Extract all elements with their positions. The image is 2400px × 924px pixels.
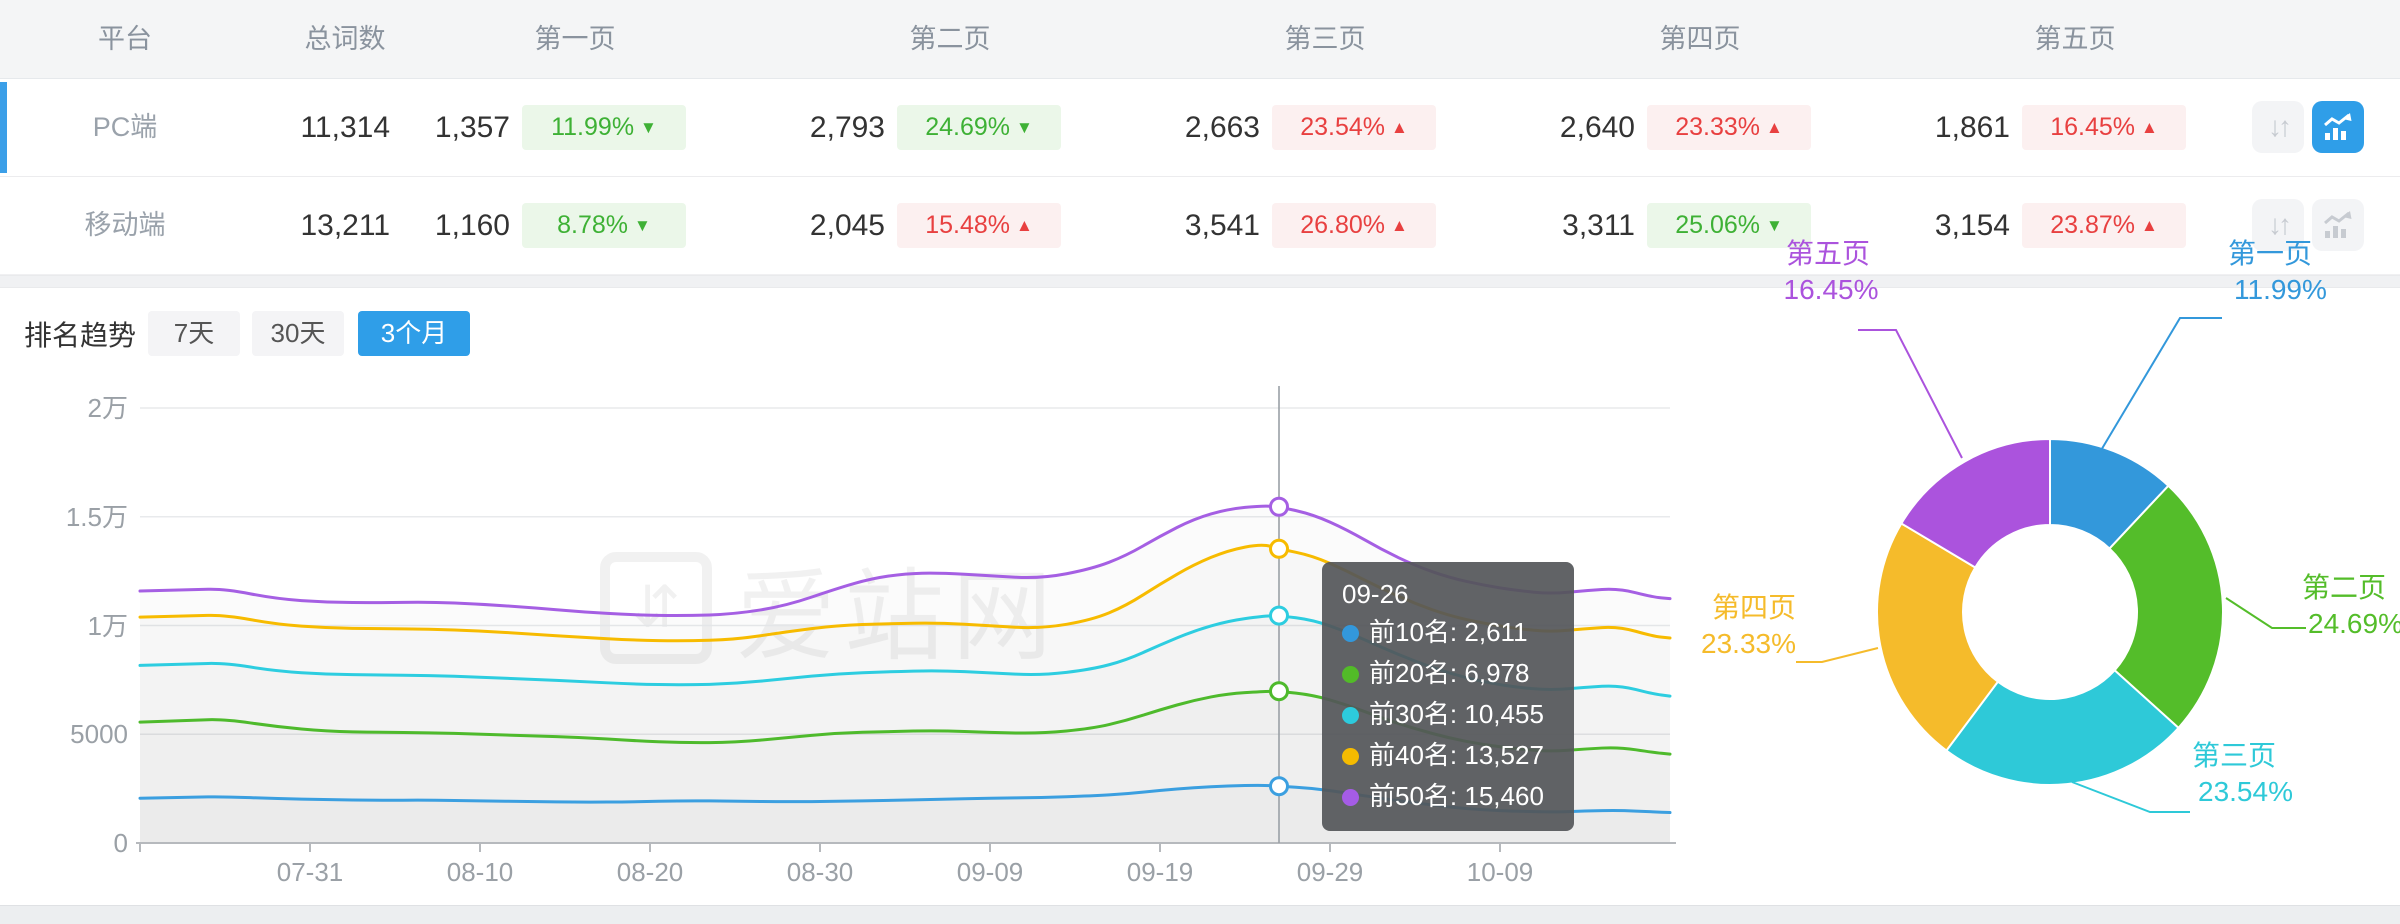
tooltip-row: 前10名: 2,611 — [1342, 612, 1554, 653]
triangle-up-icon: ▲ — [2140, 118, 2158, 137]
y-axis-label: 5000 — [70, 719, 128, 750]
trend-chart-button[interactable] — [2312, 101, 2364, 153]
triangle-down-icon: ▼ — [634, 216, 651, 235]
x-axis-label: 08-30 — [786, 857, 854, 887]
section-divider — [0, 275, 2400, 288]
table-header: 平台 总词数 第一页 第二页 第三页 第四页 第五页 — [0, 0, 2400, 79]
donut-label-page3: 第三页 23.54% — [2192, 740, 2293, 807]
page5-change-badge: 23.87% ▲ — [2022, 203, 2186, 248]
col-header-page2: 第二页 — [909, 24, 991, 54]
page2-count: 2,045 — [809, 209, 885, 242]
trend-chart-button[interactable] — [2312, 199, 2364, 251]
donut-label-page1: 第一页 11.99% — [2228, 238, 2327, 305]
x-axis-label: 08-20 — [616, 857, 684, 887]
series-dot-icon — [1342, 748, 1359, 765]
series-dot-icon — [1342, 789, 1359, 806]
tooltip-row: 前30名: 10,455 — [1342, 694, 1554, 735]
triangle-up-icon: ▲ — [2140, 216, 2158, 235]
total-words-value: 13,211 — [300, 209, 390, 242]
triangle-up-icon: ▲ — [1390, 118, 1408, 137]
page3-count: 2,663 — [1184, 111, 1260, 144]
x-axis-label: 08-10 — [446, 857, 514, 887]
x-axis-label: 07-31 — [276, 857, 344, 887]
page3-change-badge: 26.80% ▲ — [1272, 203, 1436, 248]
col-header-total: 总词数 — [304, 24, 386, 54]
donut-label-page5: 第五页 16.45% — [1783, 238, 1879, 305]
series-dot-icon — [1342, 707, 1359, 724]
y-axis-label: 1.5万 — [65, 501, 128, 532]
triangle-down-icon: ▼ — [1015, 118, 1033, 137]
y-axis-label: 1万 — [87, 610, 128, 641]
page3-change-badge: 23.54% ▲ — [1272, 105, 1436, 150]
chart-tooltip: 09-26 前10名: 2,611 前20名: 6,978 前30名: 10,4… — [1322, 562, 1574, 831]
page5-change-badge: 16.45% ▲ — [2022, 105, 2186, 150]
page2-change-badge: 15.48% ▲ — [897, 203, 1061, 248]
tooltip-row: 前20名: 6,978 — [1342, 653, 1554, 694]
table-row-mobile[interactable]: 移动端 13,211 1,160 8.78% ▼ 2,045 15.48% ▲ 3,… — [0, 177, 2400, 275]
page-distribution-donut-chart[interactable] — [1650, 280, 2400, 880]
x-axis-label: 09-19 — [1126, 857, 1194, 887]
y-axis-label: 0 — [113, 828, 128, 858]
page2-count: 2,793 — [809, 111, 885, 144]
triangle-down-icon: ▼ — [1765, 216, 1783, 235]
page4-change-badge: 25.06% ▼ — [1647, 203, 1811, 248]
page1-count: 1,160 — [434, 209, 510, 242]
page5-count: 3,154 — [1934, 209, 2010, 242]
page2-change-badge: 24.69% ▼ — [897, 105, 1061, 150]
sort-button[interactable]: ↓↑ — [2252, 101, 2304, 153]
col-header-page1: 第一页 — [534, 24, 616, 54]
page-background-strip — [0, 906, 2400, 924]
sort-arrows-icon: ↓↑ — [2268, 111, 2292, 142]
donut-label-page2: 第二页 24.69% — [2302, 572, 2400, 639]
col-header-page5: 第五页 — [2034, 24, 2116, 54]
donut-label-page4: 第四页 23.33% — [1701, 592, 1796, 659]
page1-change-badge: 11.99% ▼ — [522, 105, 686, 150]
platform-label: 移动端 — [84, 210, 166, 240]
platform-label: PC端 — [92, 112, 158, 142]
total-words-value: 11,314 — [300, 111, 390, 144]
y-axis-label: 2万 — [87, 393, 128, 423]
page3-count: 3,541 — [1184, 209, 1260, 242]
tooltip-row: 前40名: 13,527 — [1342, 735, 1554, 776]
page4-count: 3,311 — [1562, 209, 1635, 242]
col-header-platform: 平台 — [98, 24, 152, 54]
x-axis-label: 09-29 — [1296, 857, 1364, 887]
trend-chart-icon — [2324, 211, 2352, 238]
page5-count: 1,861 — [1934, 111, 2010, 144]
col-header-page4: 第四页 — [1659, 24, 1741, 54]
tooltip-row: 前50名: 15,460 — [1342, 776, 1554, 817]
series-dot-icon — [1342, 666, 1359, 683]
triangle-up-icon: ▲ — [1765, 118, 1783, 137]
trend-chart-icon — [2324, 113, 2352, 140]
triangle-up-icon: ▲ — [1015, 216, 1033, 235]
page1-change-badge: 8.78% ▼ — [522, 203, 686, 248]
col-header-page3: 第三页 — [1284, 24, 1366, 54]
tooltip-date: 09-26 — [1342, 579, 1409, 609]
tab-3months[interactable]: 3个月 — [358, 311, 470, 356]
triangle-up-icon: ▲ — [1390, 216, 1408, 235]
series-dot-icon — [1342, 625, 1359, 642]
sort-button[interactable]: ↓↑ — [2252, 199, 2304, 251]
x-axis-label: 10-09 — [1466, 857, 1534, 887]
tab-30days[interactable]: 30天 — [252, 311, 344, 356]
x-axis-label: 09-09 — [956, 857, 1024, 887]
page4-count: 2,640 — [1559, 111, 1635, 144]
tab-7days[interactable]: 7天 — [148, 311, 240, 356]
page1-count: 1,357 — [434, 111, 510, 144]
selected-row-indicator — [0, 82, 7, 173]
table-row-pc[interactable]: PC端 11,314 1,357 11.99% ▼ 2,793 24.69% ▼ 2… — [0, 79, 2400, 177]
trend-section-title: 排名趋势 — [24, 320, 137, 351]
page4-change-badge: 23.33% ▲ — [1647, 105, 1811, 150]
triangle-down-icon: ▼ — [640, 118, 657, 137]
